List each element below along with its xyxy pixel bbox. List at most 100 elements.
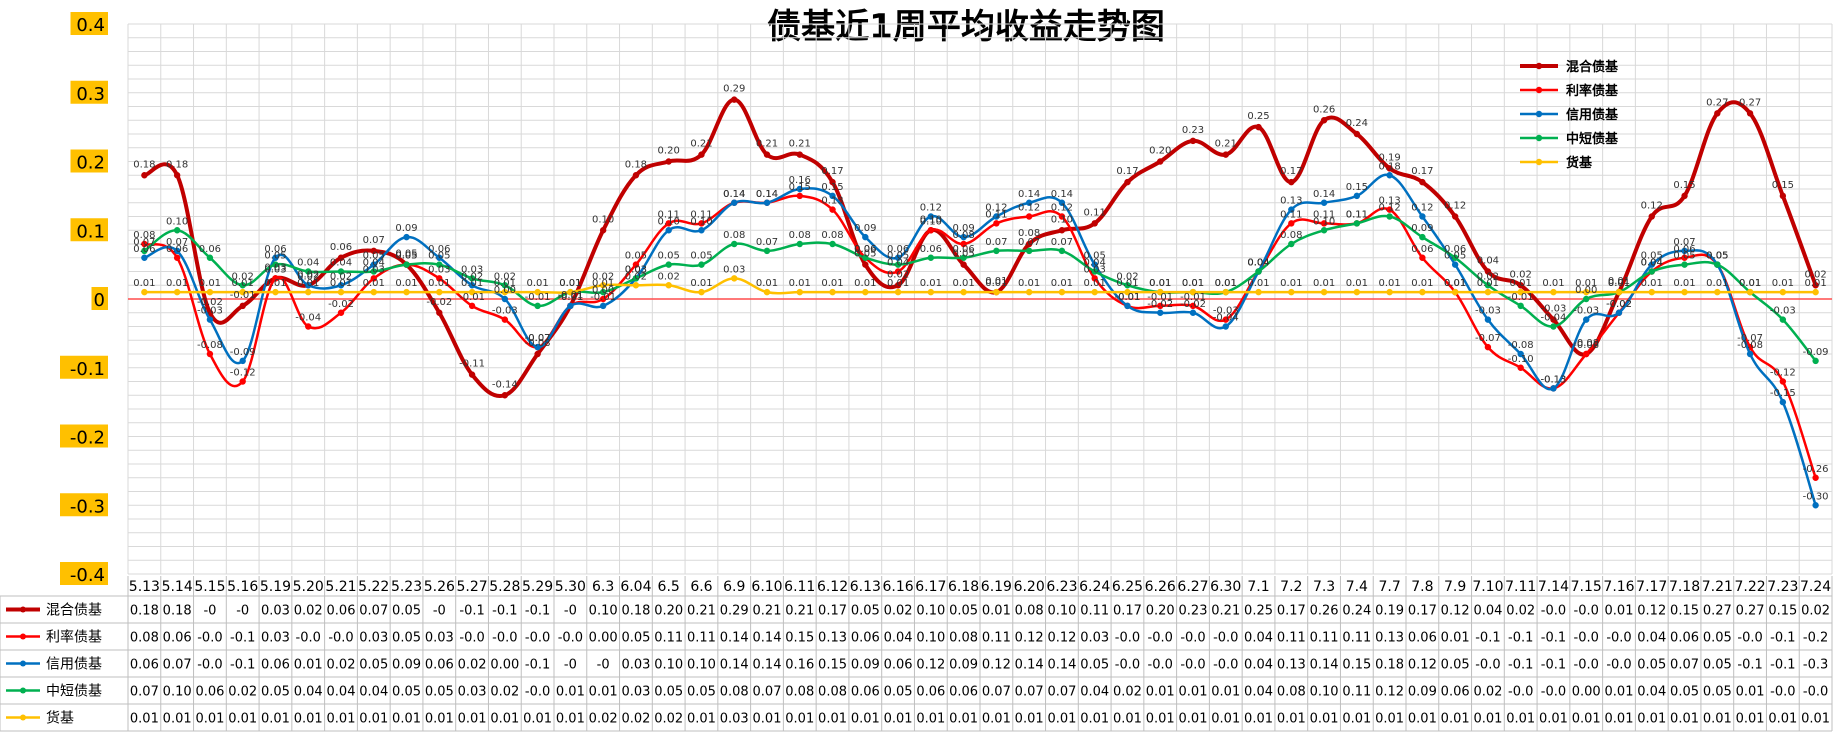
x-tick-label: 5.22: [358, 579, 389, 595]
table-cell: 0.01: [1047, 712, 1076, 727]
table-cell: 0.17: [818, 604, 847, 619]
table-cell: 0.14: [1015, 658, 1044, 673]
data-point: [1812, 357, 1819, 365]
x-tick-label: 6.30: [1210, 579, 1241, 595]
data-label: 0.05: [625, 251, 647, 262]
x-tick-label: 7.16: [1603, 579, 1634, 595]
data-label: 0.06: [133, 244, 155, 255]
data-label: 0.02: [330, 271, 352, 282]
data-label: 0.05: [395, 251, 417, 262]
x-tick-label: 5.14: [162, 579, 193, 595]
table-cell: 0.02: [654, 712, 683, 727]
data-point: [1353, 288, 1361, 296]
table-cell: 0.01: [982, 712, 1011, 727]
data-label: 0.05: [1706, 251, 1728, 262]
data-label: 0.01: [166, 278, 188, 289]
data-point: [1419, 178, 1426, 186]
data-label: 0.11: [1084, 207, 1106, 218]
data-label: -0.09: [1803, 347, 1829, 358]
y-tick-label: 0.4: [76, 15, 105, 36]
data-label: -0.03: [1573, 306, 1599, 317]
table-cell: 0.21: [785, 604, 814, 619]
data-label: 0.17: [1116, 166, 1138, 177]
data-point: [698, 220, 705, 227]
data-point: [599, 282, 607, 289]
table-cell: -0.1: [492, 604, 517, 619]
data-point: [1451, 213, 1459, 220]
data-label: 0.18: [166, 159, 188, 170]
data-label: 0.13: [821, 196, 843, 207]
table-cell: -0.0: [1148, 658, 1173, 673]
data-point: [1189, 302, 1197, 310]
table-cell: 0.05: [425, 685, 454, 700]
table-cell: -0.0: [1115, 631, 1140, 646]
data-point: [665, 261, 672, 268]
data-label: -0.04: [295, 313, 321, 324]
x-tick-label: 6.04: [620, 579, 651, 595]
data-point: [173, 227, 181, 234]
data-point: [1714, 288, 1721, 296]
table-cell: 0.08: [1277, 685, 1306, 700]
data-point: [501, 288, 509, 296]
table-cell: 0.01: [1375, 712, 1404, 727]
series-layer: [141, 96, 1819, 509]
data-label: 0.01: [920, 278, 942, 289]
data-label: 0.01: [1084, 278, 1106, 289]
table-cell: -0.0: [296, 631, 321, 646]
data-point: [468, 275, 476, 282]
table-cell: 0.09: [949, 658, 978, 673]
data-label: 0.14: [723, 189, 745, 200]
data-label: 0.07: [133, 237, 155, 248]
table-cell: -0.0: [558, 631, 583, 646]
data-point: [1058, 199, 1066, 206]
table-cell: 0.10: [1310, 685, 1339, 700]
table-cell: 0.02: [228, 685, 257, 700]
table-cell: 0.01: [818, 712, 847, 727]
data-label: -0.15: [1770, 388, 1796, 399]
data-label: 0.04: [887, 258, 909, 269]
table-cell: 0.01: [1703, 712, 1732, 727]
table-cell: 0.05: [392, 631, 421, 646]
data-label: 0.15: [821, 182, 843, 193]
data-label: 0.27: [1739, 97, 1761, 108]
y-tick-highlight: [70, 12, 108, 35]
table-cell: 0.01: [425, 712, 454, 727]
data-label: 0.01: [1804, 278, 1826, 289]
data-label: -0.08: [525, 338, 551, 349]
data-point: [173, 172, 181, 179]
table-cell: 0.04: [1473, 604, 1502, 619]
data-label: 0.01: [1215, 278, 1237, 289]
table-cell: -0.0: [1213, 631, 1238, 646]
data-point: [468, 302, 476, 310]
data-point: [731, 199, 738, 206]
table-cell: -0.0: [1508, 685, 1533, 700]
table-cell: 0.05: [1670, 685, 1699, 700]
table-cell: 0.17: [1408, 604, 1437, 619]
y-tick-label: 0: [94, 290, 105, 311]
table-cell: -0.0: [328, 631, 353, 646]
data-label: 0.01: [363, 278, 385, 289]
data-point: [894, 268, 902, 275]
data-label: -0.01: [1508, 292, 1534, 303]
data-point: [1484, 316, 1492, 323]
table-cell: 0.17: [1277, 604, 1306, 619]
data-label: 0.01: [592, 278, 614, 289]
data-label: 0.10: [1051, 214, 1073, 225]
table-cell: 0.01: [392, 712, 421, 727]
table-cell: 0.08: [130, 631, 159, 646]
data-label: -0.03: [492, 306, 518, 317]
table-cell: 0.05: [1703, 685, 1732, 700]
x-tick-label: 6.13: [850, 579, 881, 595]
data-point: [1288, 288, 1295, 296]
series-line: [143, 214, 1817, 362]
table-cell: -0.1: [459, 604, 484, 619]
data-point: [698, 151, 705, 158]
table-cell: 0.01: [261, 712, 290, 727]
data-point: [1091, 288, 1098, 296]
table-cell: 0.11: [1277, 631, 1306, 646]
y-tick-highlight: [60, 424, 108, 448]
data-label: -0.07: [525, 333, 551, 344]
data-label: 0.05: [1084, 251, 1106, 262]
table-cell: 0.13: [1375, 631, 1404, 646]
table-cell: -0.1: [1770, 658, 1795, 673]
